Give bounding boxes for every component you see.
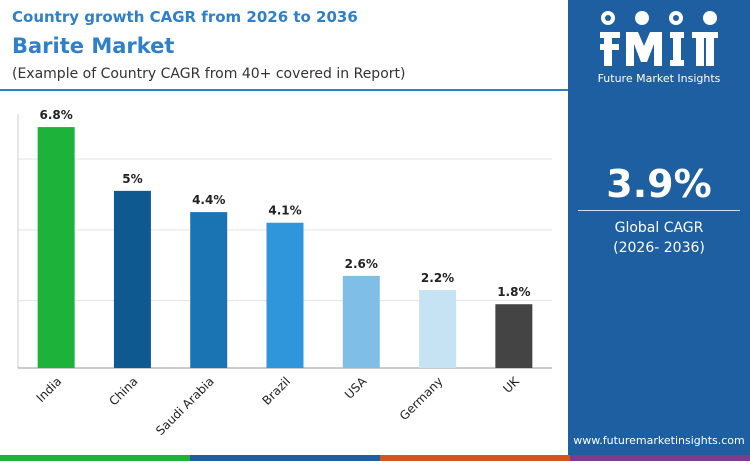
chart-title: Barite Market	[12, 34, 175, 58]
bottom-strip-green	[0, 455, 190, 461]
chart-subtitle: Country growth CAGR from 2026 to 2036	[12, 8, 358, 26]
x-tick-saudi-arabia: Saudi Arabia	[153, 374, 217, 438]
logo-wordmark: Future Market Insights	[597, 72, 721, 85]
global-cagr-label-line2: (2026- 2036)	[613, 240, 705, 256]
summary-panel: Future Market Insights 3.9% Global CAGR …	[568, 0, 750, 461]
bar-chart: 6.8% India 5% China 4.4% Saudi Arabia 4.1% Braz…	[17, 108, 552, 438]
global-cagr-label: Global CAGR (2026- 2036)	[568, 218, 750, 258]
bottom-strip-purple	[570, 455, 750, 461]
data-label-saudi-arabia: 4.4%	[192, 193, 225, 207]
fmi-logo-icon	[600, 11, 718, 66]
header-divider	[0, 89, 568, 91]
bar-brazil	[266, 222, 304, 368]
chart-panel: Country growth CAGR from 2026 to 2036 Ba…	[0, 8, 568, 438]
x-tick-germany: Germany	[397, 374, 446, 423]
x-tick-usa: USA	[342, 374, 370, 402]
data-label-germany: 2.2%	[421, 271, 454, 285]
bottom-strip-blue	[190, 455, 380, 461]
value-divider	[578, 210, 740, 211]
bar-saudi-arabia	[190, 212, 228, 368]
x-tick-china: China	[106, 374, 140, 408]
global-cagr-label-line1: Global CAGR	[614, 220, 704, 236]
data-label-brazil: 4.1%	[268, 204, 301, 218]
data-label-usa: 2.6%	[345, 257, 378, 271]
x-tick-brazil: Brazil	[260, 374, 294, 408]
website-link[interactable]: www.futuremarketinsights.com	[573, 434, 745, 447]
bar-usa	[342, 275, 380, 368]
bar-uk	[495, 304, 533, 368]
bar-germany	[419, 290, 457, 368]
bar-china	[113, 190, 151, 368]
bar-india	[37, 127, 75, 368]
bottom-strip-orange	[380, 455, 570, 461]
x-tick-uk: UK	[500, 373, 522, 395]
data-label-uk: 1.8%	[497, 285, 530, 299]
chart-note: (Example of Country CAGR from 40+ covere…	[12, 66, 406, 82]
data-label-china: 5%	[122, 172, 142, 186]
x-tick-india: India	[34, 374, 65, 405]
data-label-india: 6.8%	[40, 108, 73, 122]
global-cagr-value: 3.9%	[606, 162, 712, 206]
